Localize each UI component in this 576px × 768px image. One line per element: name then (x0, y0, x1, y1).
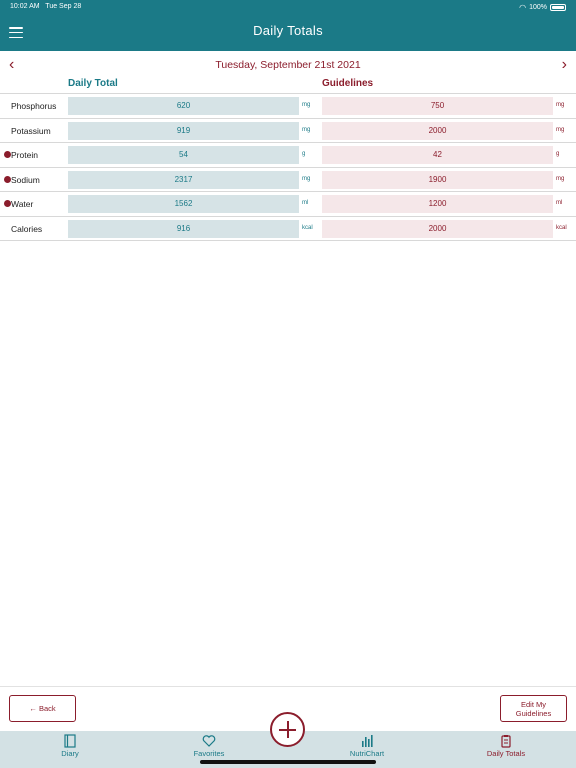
guideline-unit: mg (556, 126, 565, 133)
edit-guidelines-button[interactable]: Edit My Guidelines (500, 695, 567, 722)
guideline-unit: g (556, 151, 560, 157)
tab-diary[interactable]: Diary (40, 731, 100, 768)
status-bar-time: 10:02 AM Tue Sep 28 (10, 3, 81, 10)
guidelines-header: Guidelines (322, 78, 374, 89)
guideline-unit: mg (556, 175, 565, 182)
nutrient-name: Calories (11, 223, 43, 234)
tab-nutrichart[interactable]: NutriChart (337, 731, 397, 768)
daily-total-value: 54 (68, 146, 299, 164)
daily-total-value: 919 (68, 121, 299, 140)
daily-total-value: 916 (68, 219, 299, 238)
status-date: Tue Sep 28 (45, 3, 82, 10)
daily-total-unit: mg (302, 102, 311, 108)
edit-guidelines-label-line2: Guidelines (515, 709, 552, 718)
daily-total-value: 1562 (68, 195, 299, 213)
over-limit-indicator (4, 175, 11, 183)
guideline-unit: mg (556, 102, 565, 108)
status-bar-right: ◠ 100% (519, 3, 566, 12)
guideline-value: 750 (322, 97, 553, 115)
add-entry-button[interactable] (270, 712, 305, 747)
tab-nutrichart-label: NutriChart (349, 749, 385, 758)
guideline-value: 1900 (322, 170, 553, 189)
nutrient-name: Protein (11, 150, 38, 160)
over-limit-indicator (4, 151, 11, 158)
back-button[interactable]: ← Back (9, 695, 76, 722)
tab-daily-totals[interactable]: Daily Totals (476, 731, 536, 768)
divider (0, 686, 576, 687)
guideline-value: 1200 (322, 195, 553, 213)
battery-icon (550, 4, 566, 11)
daily-total-unit: mg (302, 175, 311, 182)
next-day-chevron-icon[interactable]: › (561, 56, 567, 73)
bar-chart-icon (362, 735, 373, 747)
previous-day-chevron-icon[interactable]: ‹ (9, 56, 15, 73)
status-time: 10:02 AM (10, 3, 40, 10)
hamburger-menu-icon[interactable] (9, 27, 23, 38)
nutrient-name: Phosphorus (11, 101, 57, 111)
page-title: Daily Totals (253, 23, 323, 38)
nutrient-row: Potassium 919 mg 2000 mg (0, 119, 576, 143)
daily-total-value: 2317 (68, 170, 299, 189)
daily-total-unit: mg (302, 126, 311, 133)
daily-total-unit: ml (302, 200, 309, 206)
daily-total-unit: g (302, 151, 306, 157)
nutrient-name: Potassium (11, 125, 51, 136)
over-limit-indicator (4, 200, 11, 207)
wifi-icon: ◠ (519, 3, 527, 12)
daily-total-unit: kcal (302, 224, 313, 231)
date-navigator: ‹ Tuesday, September 21st 2021 › (0, 55, 576, 75)
edit-guidelines-label-line1: Edit My (520, 700, 546, 709)
nutrient-row: Water 1562 ml 1200 ml (0, 192, 576, 217)
app-header: 10:02 AM Tue Sep 28 ◠ 100% Daily Totals (0, 0, 576, 51)
battery-percent: 100% (529, 4, 547, 11)
guideline-value: 42 (322, 146, 553, 164)
book-icon (64, 734, 76, 748)
guideline-value: 2000 (322, 219, 553, 238)
nutrient-row: Calories 916 kcal 2000 kcal (0, 217, 576, 241)
nutrient-name: Sodium (11, 174, 40, 185)
clipboard-icon (501, 735, 511, 748)
heart-icon (202, 735, 216, 747)
guideline-unit: ml (556, 200, 563, 206)
nutrient-row: Sodium 2317 mg 1900 mg (0, 168, 576, 192)
nutrient-row: Phosphorus 620 mg 750 mg (0, 94, 576, 119)
selected-date: Tuesday, September 21st 2021 (215, 59, 361, 71)
tab-favorites-label: Favorites (193, 749, 225, 758)
guideline-value: 2000 (322, 121, 553, 140)
home-indicator (200, 760, 376, 764)
daily-total-header: Daily Total (68, 78, 118, 89)
daily-total-value: 620 (68, 97, 299, 115)
tab-diary-label: Diary (61, 749, 79, 758)
nutrient-name: Water (11, 199, 34, 209)
divider (0, 93, 576, 94)
nutrient-row: Protein 54 g 42 g (0, 143, 576, 168)
guideline-unit: kcal (556, 224, 567, 231)
tab-daily-totals-label: Daily Totals (486, 749, 526, 758)
tab-favorites[interactable]: Favorites (179, 731, 239, 768)
